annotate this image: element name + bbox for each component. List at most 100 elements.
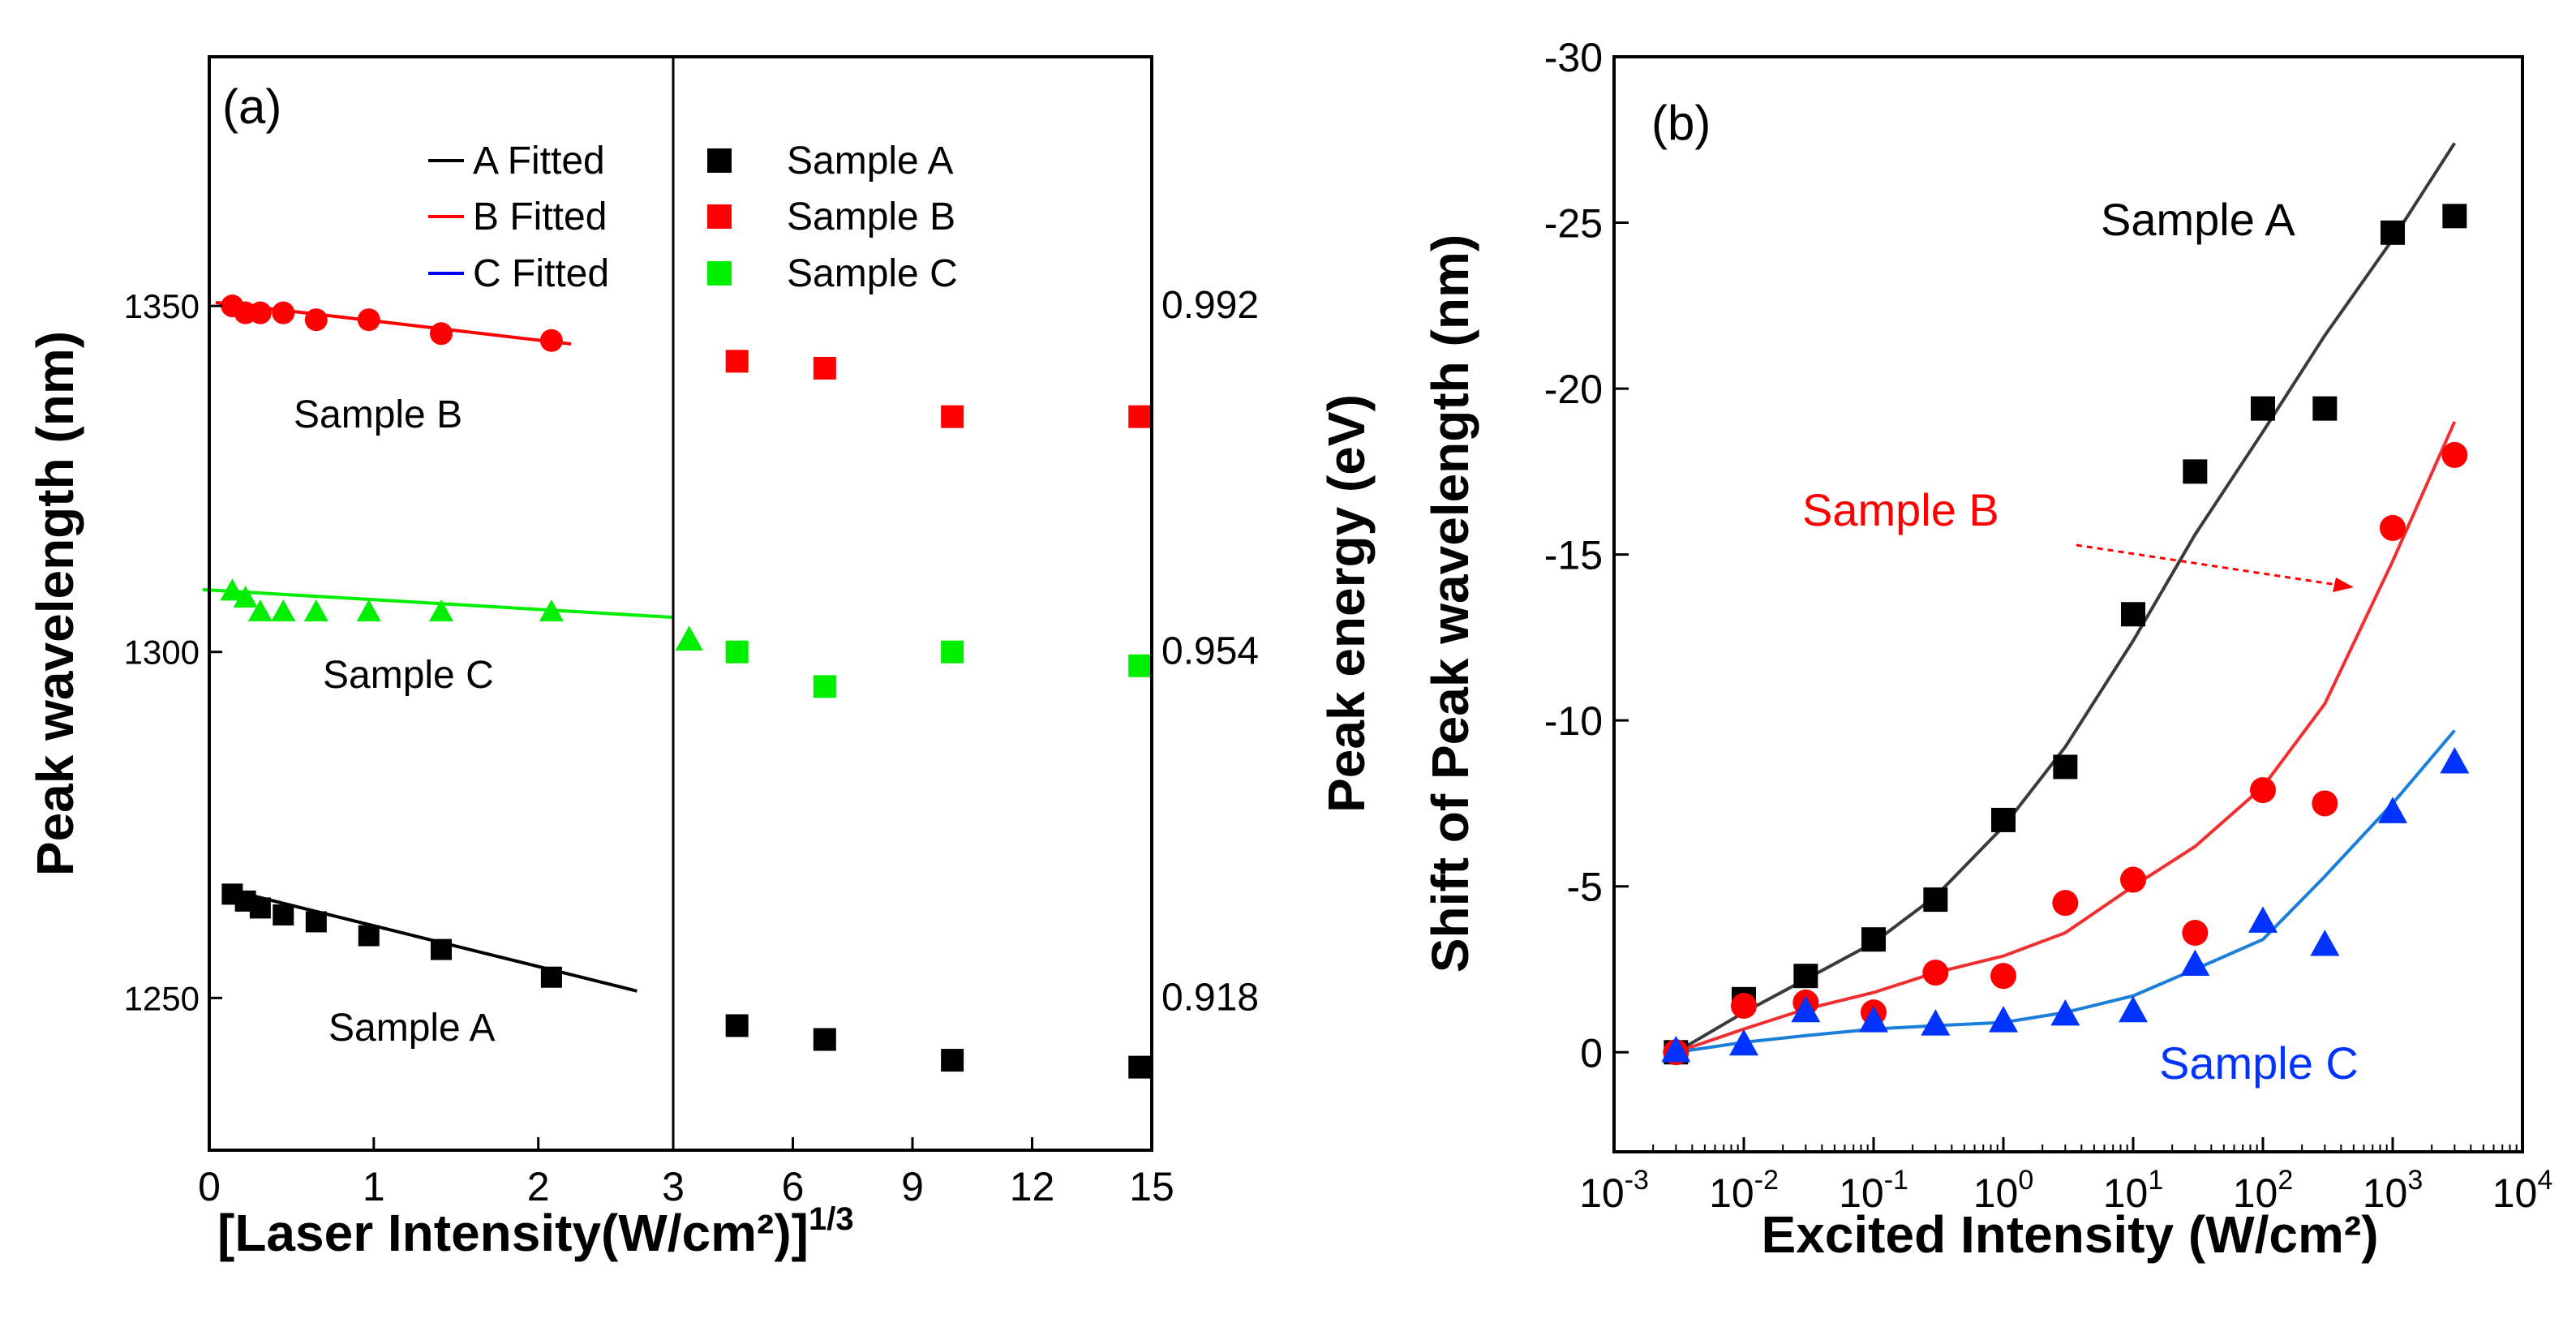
annotation-sample-b-a: Sample B: [294, 393, 462, 436]
y-axis-title-b: Shift of Peak wavelength (nm): [1421, 234, 1479, 973]
y-tick-label-a-0: 1250: [124, 979, 200, 1017]
point-sample-a-left-7: [540, 966, 562, 988]
fit-line-c: [202, 587, 674, 620]
legend-fits: A Fitted B Fitted C Fitted: [428, 140, 609, 295]
point-sample-c-left-0: [220, 578, 245, 601]
point-sample-c-triangle-0: [675, 625, 703, 651]
point-sample-b-right-0: [725, 350, 749, 373]
point-sample-a-4: [1923, 887, 1948, 913]
x-tick-label-a-right-2: 9: [901, 1164, 924, 1209]
point-sample-a-12: [2442, 204, 2467, 229]
point-sample-c-left-3: [271, 599, 296, 622]
y-tick-label-a-1: 1300: [124, 633, 200, 672]
x-tick-base-b-3: 10: [1973, 1170, 2019, 1216]
point-sample-c-1: [1729, 1029, 1758, 1056]
x-tick-label-b-3: 100: [1973, 1165, 2034, 1216]
panel-a-frame: [208, 55, 1153, 1152]
point-sample-a-right-0: [725, 1014, 749, 1037]
y-axis-title-right-a: Peak energy (eV): [1317, 394, 1376, 813]
x-tick-label-a-left-1: 1: [363, 1164, 385, 1209]
point-sample-b-left-5: [357, 308, 380, 332]
x-tick-label-b-1: 10-2: [1709, 1165, 1779, 1216]
point-sample-a-11: [2381, 220, 2405, 245]
point-sample-b-8: [2182, 920, 2209, 946]
panel-b-frame: [1612, 55, 2524, 1153]
y-tick-label-a-right-2: 0.992: [1161, 284, 1259, 327]
point-sample-c-5: [1989, 1006, 2018, 1033]
x-tick-exp-b-6: 3: [2407, 1165, 2423, 1196]
point-sample-c-left-6: [429, 599, 453, 622]
x-tick-base-b-5: 10: [2233, 1170, 2278, 1216]
point-sample-a-left-2: [249, 897, 271, 919]
y-tick-label-b-1: -5: [1567, 865, 1603, 910]
legend-label-a-fitted: A Fitted: [473, 140, 605, 183]
annotation-sample-a-b: Sample A: [2101, 194, 2295, 245]
x-tick-base-b-0: 10: [1579, 1170, 1625, 1216]
point-sample-b-left-4: [304, 308, 328, 332]
point-sample-a-7: [2121, 602, 2145, 627]
point-sample-a-5: [1991, 807, 2016, 832]
point-sample-b-5: [1990, 963, 2016, 990]
x-axis-title-a-sup: 1/3: [809, 1201, 854, 1237]
y-axis-title-a: Peak wavelength (nm): [26, 331, 84, 876]
point-sample-b-left-6: [430, 322, 453, 346]
point-sample-a-right-3: [1128, 1055, 1152, 1079]
point-sample-c-2: [1791, 995, 1821, 1023]
x-tick-label-a-right-3: 12: [1010, 1164, 1055, 1209]
point-sample-a-left-6: [431, 938, 452, 960]
y-tick-label-a-2: 1350: [124, 287, 200, 325]
x-axis-title-a: [Laser Intensity(W/cm²)]1/3: [217, 1201, 854, 1262]
point-sample-b-4: [1922, 960, 1949, 986]
legend-marker-sample-c: [707, 261, 732, 286]
fit-curve-b: [1675, 421, 2457, 1054]
legend-label-sample-c: Sample C: [787, 252, 958, 295]
x-tick-label-b-7: 104: [2492, 1165, 2553, 1216]
panel-a-marks: [202, 294, 1152, 1079]
panel-label-a: (a): [222, 79, 281, 134]
y-tick-label-a-right-1: 0.954: [1161, 630, 1259, 673]
panel-b-ticks: 10-3 10-2 10-1 100 101 102 103 1040-5-10-15-20-…: [1544, 35, 2553, 1216]
x-tick-label-b-0: 10-3: [1579, 1165, 1649, 1216]
legend-label-sample-a: Sample A: [787, 140, 953, 183]
x-axis-title-b: Excited Intensity (W/cm²): [1762, 1205, 2379, 1264]
x-tick-base-b-2: 10: [1839, 1170, 1884, 1216]
point-sample-a-left-4: [305, 911, 327, 933]
point-sample-c-right-1: [813, 675, 836, 698]
point-sample-c-left-4: [303, 599, 328, 622]
point-sample-c-right-0: [725, 640, 749, 664]
panel-b-marks: [1661, 142, 2470, 1066]
point-sample-a-9: [2251, 396, 2275, 421]
point-sample-a-right-2: [941, 1049, 964, 1072]
point-sample-a-left-5: [358, 925, 380, 947]
annotation-sample-b-b: Sample B: [1802, 484, 1999, 535]
point-sample-b-left-3: [272, 301, 295, 324]
legend-samples: Sample A Sample B Sample C: [707, 140, 958, 295]
point-sample-b-12: [2441, 441, 2468, 468]
y-tick-label-b-3: -15: [1544, 533, 1603, 578]
point-sample-b-11: [2380, 514, 2406, 541]
x-tick-exp-b-2: -1: [1884, 1165, 1908, 1196]
point-sample-c-6: [2050, 999, 2080, 1026]
point-sample-c-left-1: [233, 585, 258, 608]
point-sample-b-left-2: [248, 301, 272, 324]
point-sample-c-11: [2378, 797, 2407, 823]
point-sample-b-1: [1731, 993, 1757, 1019]
x-axis-title-a-main: [Laser Intensity(W/cm²)]: [217, 1204, 809, 1262]
point-sample-c-7: [2119, 995, 2148, 1023]
y-tick-label-a-right-0: 0.918: [1161, 976, 1259, 1019]
x-tick-base-b-6: 10: [2363, 1170, 2408, 1216]
point-sample-c-4: [1921, 1009, 1951, 1036]
legend-label-b-fitted: B Fitted: [473, 195, 607, 238]
x-tick-label-a-left-0: 0: [198, 1164, 221, 1209]
x-tick-base-b-1: 10: [1709, 1170, 1754, 1216]
x-tick-exp-b-7: 4: [2537, 1165, 2552, 1196]
point-sample-b-right-3: [1128, 405, 1152, 428]
x-tick-label-a-right-4: 15: [1129, 1164, 1174, 1209]
x-tick-exp-b-0: -3: [1625, 1165, 1649, 1196]
annotation-sample-a-a: Sample A: [328, 1007, 495, 1050]
x-tick-label-a-right-1: 6: [782, 1164, 805, 1209]
point-sample-a-6: [2053, 754, 2078, 780]
point-sample-b-right-2: [941, 405, 964, 428]
sample-b-arrow-head: [2333, 578, 2354, 592]
